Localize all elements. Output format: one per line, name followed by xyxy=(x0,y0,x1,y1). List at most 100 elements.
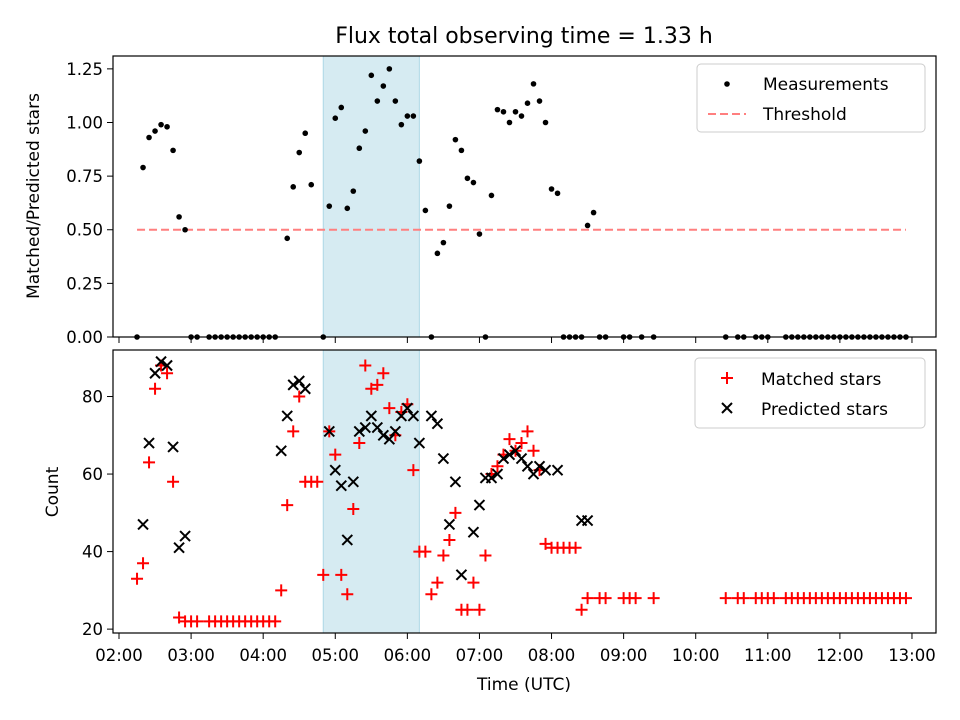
bottom-y-tick-label: 20 xyxy=(82,620,103,639)
bottom-y-tick-label: 40 xyxy=(82,543,103,562)
matched-star-point xyxy=(311,475,324,488)
legend-measurements-label: Measurements xyxy=(763,75,889,95)
bottom-y-axis-label: Count xyxy=(43,466,63,517)
matched-star-point xyxy=(359,359,372,372)
matched-star-point xyxy=(461,603,474,616)
matched-star-point xyxy=(569,541,582,554)
predicted-star-point xyxy=(491,468,504,480)
top-x-ticks xyxy=(118,337,913,343)
matched-star-point xyxy=(647,592,660,605)
x-tick-label: 03:00 xyxy=(167,646,215,665)
measurement-point xyxy=(398,121,405,128)
matched-star-point xyxy=(419,545,432,558)
predicted-star-point xyxy=(497,452,510,465)
matched-star-point xyxy=(737,592,750,605)
measurement-point xyxy=(290,184,297,190)
measurement-point xyxy=(476,231,483,237)
predicted-star-point xyxy=(449,476,462,488)
measurement-point xyxy=(164,123,170,130)
measurement-point xyxy=(404,113,411,119)
predicted-star-point xyxy=(515,452,528,465)
predicted-star-point xyxy=(581,514,594,527)
x-tick-label: 07:00 xyxy=(456,646,504,665)
top-y-axis-label: Matched/Predicted stars xyxy=(24,93,44,299)
matched-star-point xyxy=(767,592,780,605)
predicted-star-point xyxy=(377,429,390,441)
predicted-star-point xyxy=(383,433,396,445)
x-tick-label: 10:00 xyxy=(672,646,720,665)
measurement-point xyxy=(158,121,164,128)
measurement-point xyxy=(488,192,495,199)
predicted-star-point xyxy=(293,375,305,387)
measurement-point xyxy=(332,115,339,122)
matched-star-point xyxy=(341,588,354,601)
predicted-star-point xyxy=(527,468,540,480)
matched-star-point xyxy=(473,603,486,616)
predicted-star-point xyxy=(137,518,149,531)
predicted-star-point xyxy=(443,518,456,531)
predicted-star-point xyxy=(149,367,161,379)
predicted-star-point xyxy=(389,425,402,438)
legend-measurements-marker xyxy=(724,81,730,87)
measurement-point xyxy=(524,100,531,106)
matched-star-point xyxy=(287,425,300,438)
top-axes-frame xyxy=(112,55,937,338)
measurement-point xyxy=(500,108,507,115)
matched-star-point xyxy=(527,444,540,457)
bottom-plot-area xyxy=(131,355,912,628)
measurement-point xyxy=(410,113,417,119)
predicted-star-point xyxy=(353,425,366,438)
predicted-star-point xyxy=(341,534,353,546)
measurement-point xyxy=(506,119,513,126)
measurement-point xyxy=(350,188,357,194)
predicted-star-point xyxy=(437,452,450,465)
predicted-star-point xyxy=(503,448,516,461)
matched-star-point xyxy=(449,506,462,519)
top-y-tick-label: 0.25 xyxy=(66,274,103,293)
matched-star-point xyxy=(149,382,162,395)
top-highlight-span xyxy=(322,55,420,338)
predicted-star-point xyxy=(473,499,486,511)
bottom-highlight-span xyxy=(322,349,420,634)
matched-star-point xyxy=(629,592,642,605)
predicted-star-point xyxy=(485,472,498,484)
bottom-y-tick-label: 80 xyxy=(82,388,103,407)
measurement-point xyxy=(392,98,399,104)
matched-star-point xyxy=(521,425,534,438)
matched-star-point xyxy=(515,437,528,450)
bottom-x-ticks: 02:00 03:00 04:00 05:00 06:00 07:00 08:00 09:00… xyxy=(95,633,936,665)
predicted-star-point xyxy=(407,410,420,422)
matched-star-point xyxy=(431,576,444,589)
chart-title: Flux total observing time = 1.33 h xyxy=(335,24,713,49)
bottom-legend: Matched stars Predicted stars xyxy=(694,357,926,429)
bottom-y-tick-label: 60 xyxy=(82,465,103,484)
measurement-point xyxy=(416,158,423,164)
matched-star-point xyxy=(353,437,366,450)
matched-star-point xyxy=(479,549,492,562)
top-y-tick-label: 0.00 xyxy=(66,328,103,347)
measurement-point xyxy=(284,235,291,242)
top-legend: Measurements Threshold xyxy=(696,63,926,133)
matched-star-point xyxy=(329,448,342,461)
predicted-star-point xyxy=(401,402,414,414)
top-y-tick-label: 0.50 xyxy=(66,221,103,240)
predicted-star-point xyxy=(509,445,522,457)
predicted-star-point xyxy=(347,476,359,488)
matched-star-point xyxy=(317,568,330,581)
predicted-star-point xyxy=(281,410,293,422)
measurement-point xyxy=(356,145,363,152)
x-tick-label: 04:00 xyxy=(239,646,287,665)
measurement-point xyxy=(554,190,561,197)
measurement-point xyxy=(470,179,477,186)
x-axis-label: Time (UTC) xyxy=(476,675,571,695)
matched-star-point xyxy=(293,390,306,403)
top-y-tick-label: 1.25 xyxy=(66,60,103,79)
matched-star-point xyxy=(425,588,438,601)
measurement-point xyxy=(512,108,519,115)
predicted-star-point xyxy=(467,526,480,538)
predicted-star-point xyxy=(179,530,191,542)
measurement-point xyxy=(464,175,471,182)
matched-star-point xyxy=(575,603,588,616)
matched-star-point xyxy=(377,367,390,380)
